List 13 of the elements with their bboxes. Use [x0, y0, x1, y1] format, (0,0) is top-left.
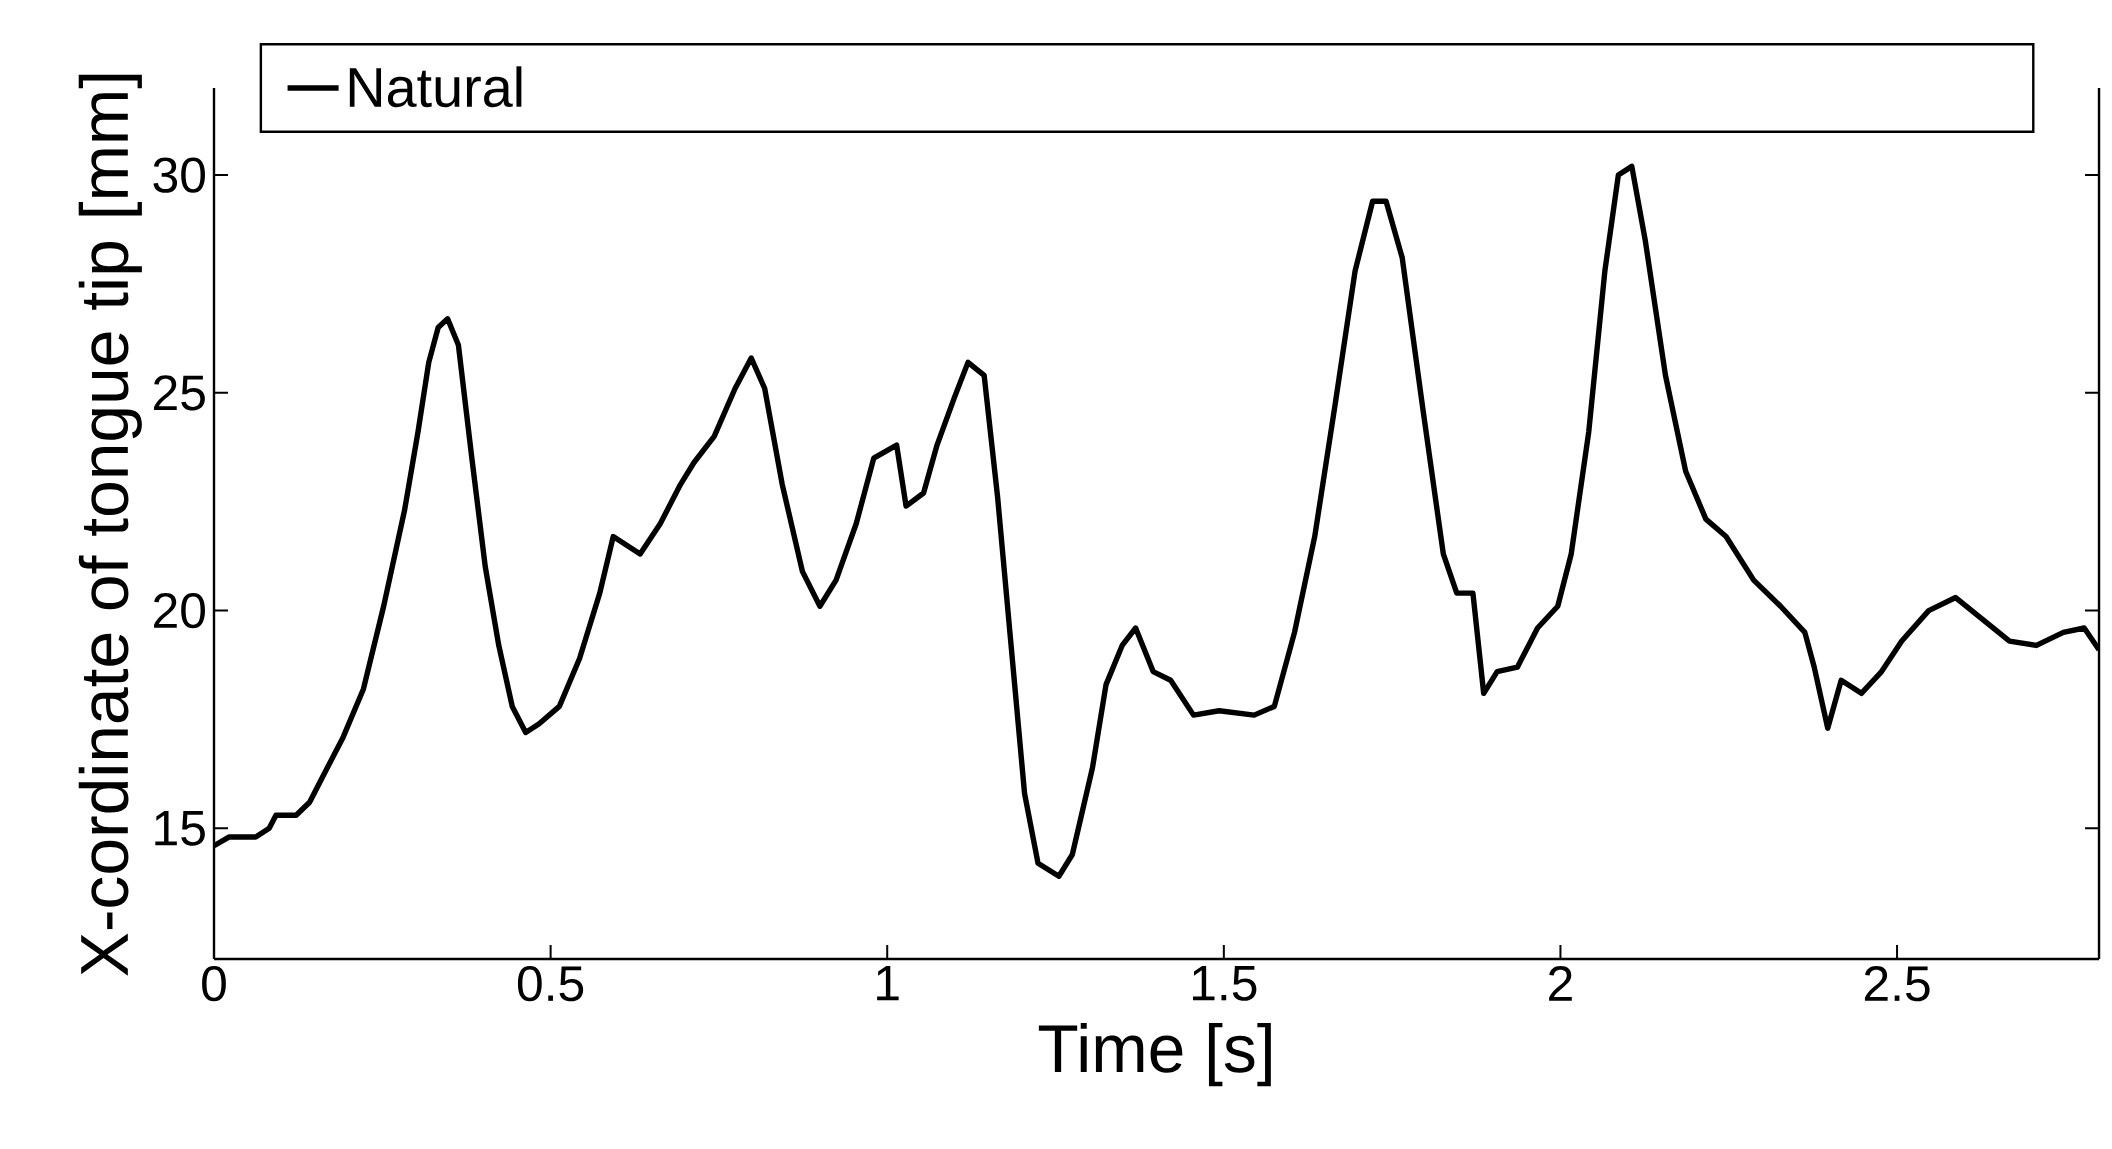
x-tick-label: 0: [202, 966, 226, 1002]
y-axis-title: X-cordinate of tongue tip [mm]: [78, 74, 142, 976]
y-tick-label: 20: [154, 592, 205, 629]
x-axis-title: Time [s]: [1038, 1022, 1271, 1087]
x-tick-label: 1: [877, 966, 899, 1001]
x-tick-label: 2: [1549, 966, 1572, 1001]
y-tick-label: 15: [155, 810, 205, 846]
y-tick-label: 30: [153, 157, 205, 193]
x-tick-label: 0.5: [517, 966, 584, 1002]
x-tick-label: 1.5: [1192, 966, 1257, 1001]
legend-label: Natural: [349, 66, 522, 108]
x-tick-label: 2.5: [1864, 966, 1930, 1002]
y-tick-label: 25: [154, 375, 205, 411]
